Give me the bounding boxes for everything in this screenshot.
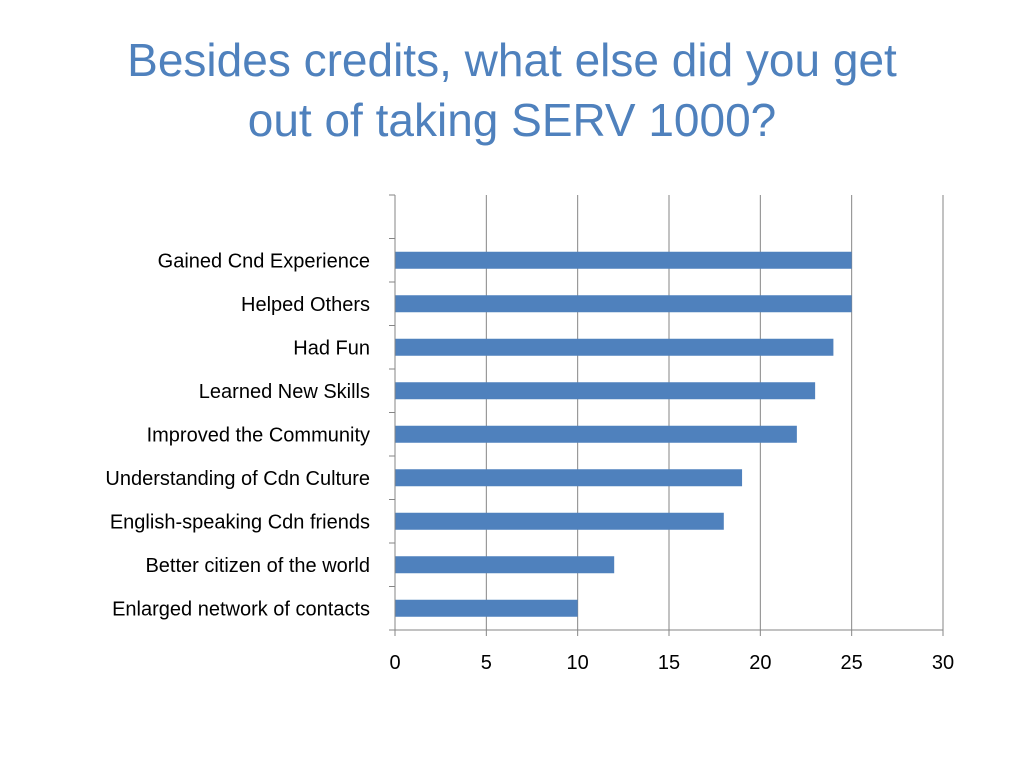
category-label: Improved the Community: [147, 424, 370, 446]
category-label: Understanding of Cdn Culture: [105, 468, 370, 490]
category-label: Had Fun: [293, 337, 370, 359]
bar: [395, 425, 797, 443]
bar: [395, 512, 724, 530]
category-label: English-speaking Cdn friends: [110, 511, 370, 533]
bar: [395, 469, 743, 487]
tick-labels: 0 5 10 15 20 25 30: [389, 652, 954, 674]
bar: [395, 295, 852, 313]
category-label: Helped Others: [241, 294, 370, 316]
category-label: Gained Cnd Experience: [158, 250, 370, 272]
bar: [395, 599, 578, 617]
x-tick-label: 5: [481, 652, 492, 674]
x-tick-label: 0: [389, 652, 400, 674]
x-tick-label: 10: [567, 652, 589, 674]
x-tick-label: 30: [932, 652, 954, 674]
title-line-2: out of taking SERV 1000?: [247, 94, 777, 146]
bar: [395, 556, 615, 574]
bar: [395, 338, 834, 356]
axes: [389, 194, 943, 636]
bar: [395, 382, 816, 400]
slide-title: Besides credits, what else did you get o…: [40, 30, 984, 150]
title-line-1: Besides credits, what else did you get: [127, 34, 897, 86]
x-tick-label: 20: [749, 652, 771, 674]
category-label: Better citizen of the world: [145, 555, 370, 577]
category-labels: Gained Cnd Experience Helped Others Had Fu…: [105, 250, 370, 620]
x-tick-label: 15: [658, 652, 680, 674]
category-label: Enlarged network of contacts: [112, 598, 370, 620]
bar: [395, 251, 852, 269]
category-label: Learned New Skills: [199, 381, 370, 403]
bars: [395, 251, 852, 617]
x-tick-label: 25: [841, 652, 863, 674]
